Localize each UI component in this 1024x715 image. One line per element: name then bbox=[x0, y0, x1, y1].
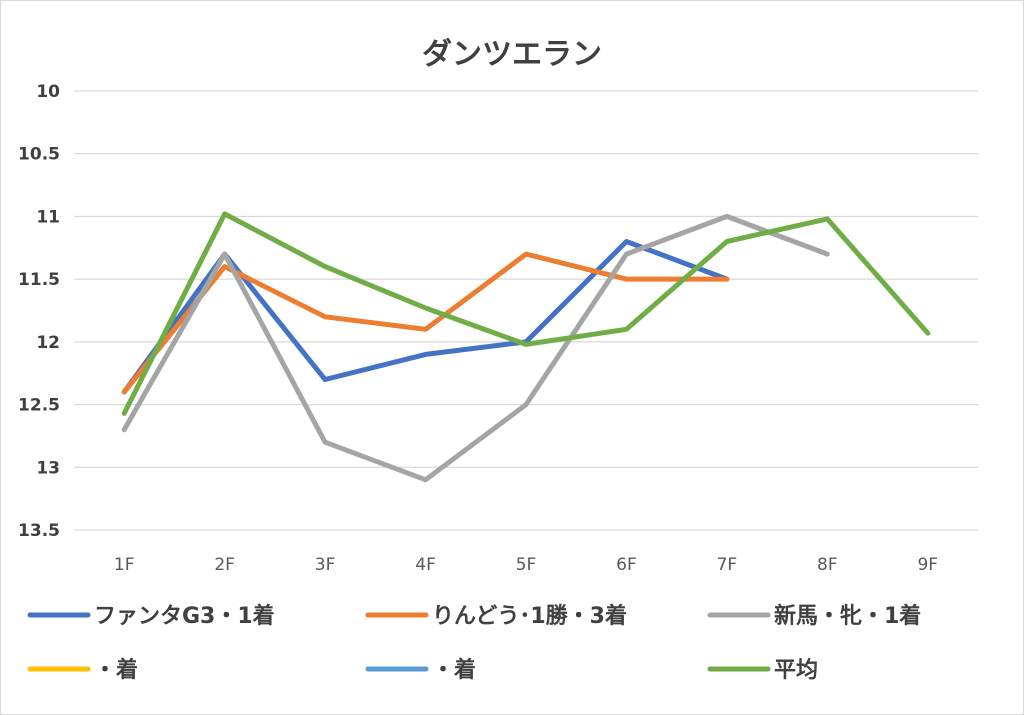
legend-label: りんどう･1勝・3着 bbox=[432, 603, 627, 629]
y-tick-label: 13.5 bbox=[18, 521, 60, 541]
x-tick-label: 1F bbox=[114, 555, 135, 575]
gridlines bbox=[74, 90, 978, 531]
x-tick-label: 8F bbox=[817, 555, 838, 575]
y-axis-labels: 10 10.5 11 11.5 12 12.5 13 13.5 bbox=[18, 82, 60, 541]
y-tick-label: 12 bbox=[36, 333, 60, 353]
legend-label: 新馬・牝・1着 bbox=[774, 603, 921, 629]
x-tick-label: 3F bbox=[315, 555, 336, 575]
legend-item: ファンタG3・1着 bbox=[27, 603, 275, 629]
y-tick-label: 10 bbox=[36, 82, 60, 102]
x-tick-label: 7F bbox=[717, 555, 738, 575]
legend-item: 新馬・牝・1着 bbox=[707, 603, 921, 629]
legend: ファンタG3・1着 りんどう･1勝・3着 新馬・牝・1着・着 ・着 平均 bbox=[27, 603, 921, 683]
legend-item: 平均 bbox=[707, 657, 818, 683]
x-tick-label: 2F bbox=[214, 555, 235, 575]
legend-item: りんどう･1勝・3着 bbox=[365, 603, 627, 629]
legend-label: ・着 bbox=[94, 657, 138, 683]
x-tick-label: 6F bbox=[616, 555, 637, 575]
x-axis-labels: 1F 2F 3F 4F 5F 6F 7F 8F 9F bbox=[114, 555, 938, 575]
x-tick-label: 9F bbox=[917, 555, 938, 575]
x-tick-label: 4F bbox=[415, 555, 436, 575]
series-lines bbox=[121, 211, 931, 483]
series-line bbox=[121, 211, 931, 416]
y-tick-label: 11 bbox=[36, 207, 60, 227]
y-tick-label: 10.5 bbox=[18, 145, 60, 165]
y-tick-label: 13 bbox=[36, 458, 60, 478]
series-line bbox=[121, 213, 830, 483]
legend-item: ・着 bbox=[365, 657, 476, 683]
series-line bbox=[121, 239, 730, 395]
legend-label: 平均 bbox=[774, 657, 818, 683]
y-tick-label: 11.5 bbox=[18, 270, 60, 290]
legend-item: ・着 bbox=[27, 657, 138, 683]
x-tick-label: 5F bbox=[516, 555, 537, 575]
legend-label: ・着 bbox=[432, 657, 476, 683]
y-tick-label: 12.5 bbox=[18, 396, 60, 416]
chart-title: ダンツエラン bbox=[422, 37, 602, 72]
legend-label: ファンタG3・1着 bbox=[94, 603, 275, 629]
series-line bbox=[121, 251, 730, 395]
